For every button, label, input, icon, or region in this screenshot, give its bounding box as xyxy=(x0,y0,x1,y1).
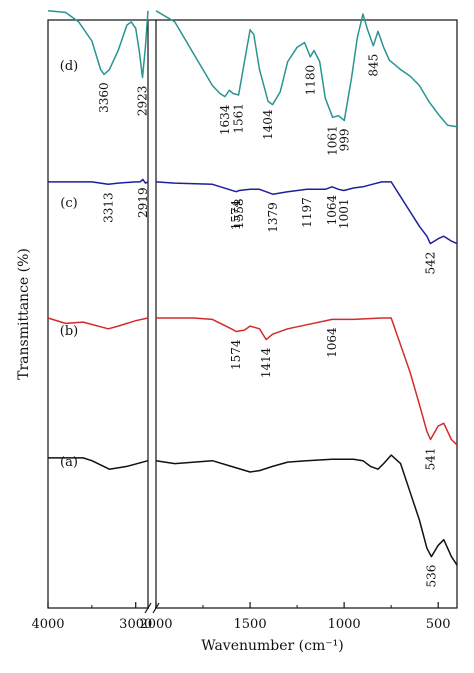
peak-label: 1064 xyxy=(325,194,339,225)
peak-label: 1379 xyxy=(266,202,280,233)
peak-label: 1414 xyxy=(259,347,273,378)
peak-label: 542 xyxy=(423,252,437,275)
peak-label: 1001 xyxy=(337,199,351,230)
peak-label: 1197 xyxy=(300,197,314,228)
peak-label: 536 xyxy=(424,565,438,588)
x-tick-label: 2000 xyxy=(139,617,172,632)
peak-label: 845 xyxy=(366,54,380,77)
series-line-a xyxy=(155,454,458,566)
series-line-b xyxy=(156,317,458,446)
peak-label: 541 xyxy=(423,448,437,471)
axis-break-mark xyxy=(144,602,152,614)
peak-label: 1561 xyxy=(232,103,246,134)
series-line-c xyxy=(48,178,149,186)
peak-label: 2923 xyxy=(135,86,149,117)
series-line-d xyxy=(47,10,149,79)
series-name-label: (a) xyxy=(60,455,78,470)
peak-label: 3313 xyxy=(101,192,115,223)
series-name-label: (c) xyxy=(60,196,77,211)
x-tick-label: 500 xyxy=(426,617,451,632)
series-line-b xyxy=(47,317,149,330)
series-line-d xyxy=(155,10,458,128)
series-name-label: (d) xyxy=(60,59,78,74)
x-axis-label: Wavenumber (cm⁻¹) xyxy=(201,638,343,654)
axis-break-gap xyxy=(149,604,155,612)
peak-label: 1180 xyxy=(303,65,317,96)
peak-label: 1064 xyxy=(325,327,339,358)
x-tick-label: 1000 xyxy=(328,617,361,632)
x-tick-label: 3000 xyxy=(119,617,152,632)
peak-label: 3360 xyxy=(97,82,111,113)
peak-label: 1061 xyxy=(326,125,340,156)
series-layer xyxy=(47,10,458,566)
peak-label: 1558 xyxy=(232,199,246,230)
series-line-c xyxy=(155,181,458,245)
series-name-label: (b) xyxy=(60,324,78,339)
peak-label: 2919 xyxy=(136,187,150,218)
x-tick-label: 1500 xyxy=(234,617,267,632)
peak-label: 1574 xyxy=(229,339,243,370)
peak-label: 1634 xyxy=(218,104,232,135)
peak-label: 1574 xyxy=(229,199,243,230)
plot-frame xyxy=(47,19,458,609)
series-line-a xyxy=(48,457,149,470)
peak-label: 1404 xyxy=(261,109,275,140)
x-tick-label: 4000 xyxy=(31,617,64,632)
peak-label: 999 xyxy=(337,128,351,151)
y-axis-label: Transmittance (%) xyxy=(16,248,32,380)
